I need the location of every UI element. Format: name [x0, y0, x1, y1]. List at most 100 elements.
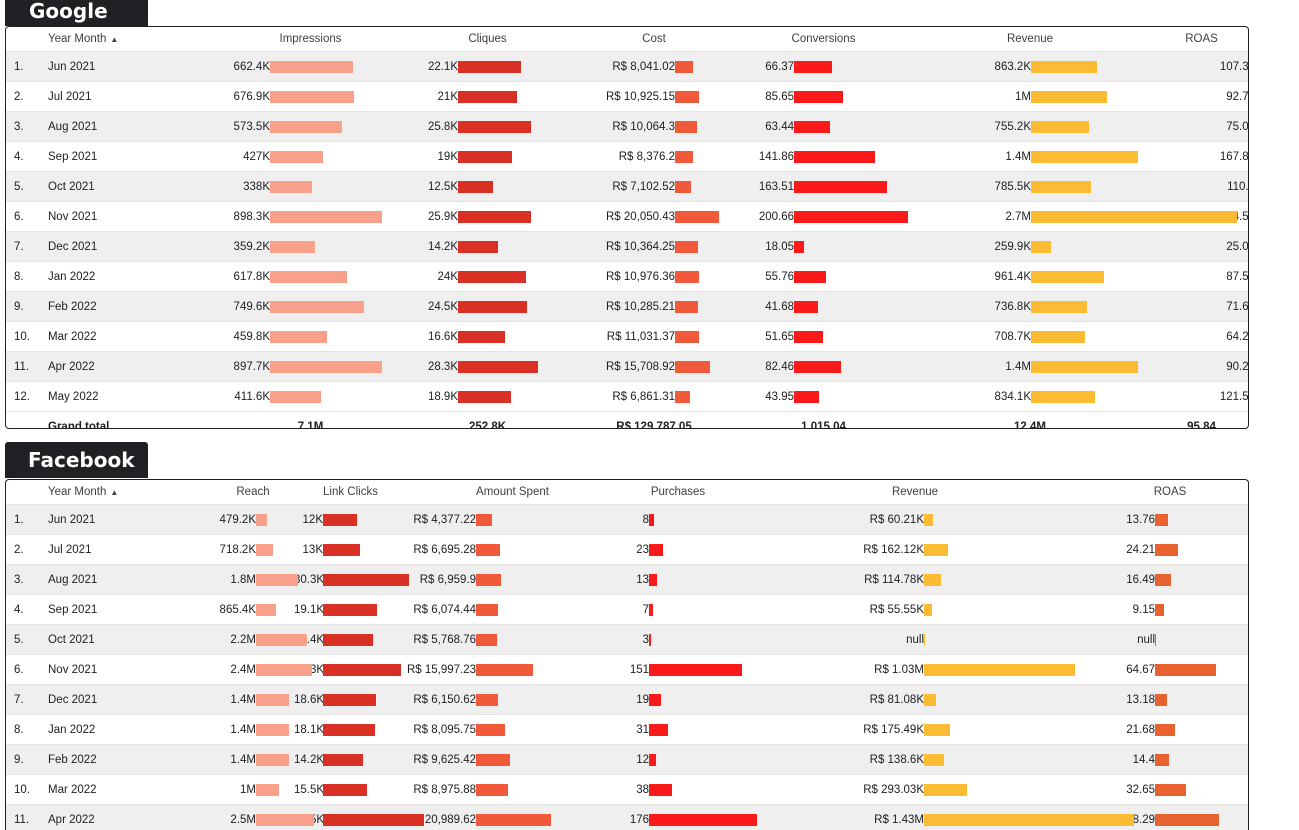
metric-cell: R$ 11,031.37: [566, 322, 742, 352]
metric-bar: [675, 331, 699, 343]
metric-cell: 338K: [212, 172, 409, 202]
bar-track: [794, 301, 905, 313]
header-cliques[interactable]: Cliques: [409, 27, 566, 52]
header-label: Amount Spent: [476, 486, 549, 498]
sort-ascending-icon[interactable]: ▲: [110, 35, 118, 44]
header-conversions[interactable]: Conversions: [742, 27, 905, 52]
metric-cell: 16.6K: [409, 322, 566, 352]
metric-bar: [256, 664, 312, 676]
metric-value: 38: [618, 784, 649, 796]
metric-value: R$ 6,861.31: [566, 391, 675, 403]
bar-track: [458, 271, 566, 283]
metric-value: R$ 10,285.21: [566, 301, 675, 313]
metric-bar: [458, 181, 493, 193]
bar-track: [458, 301, 566, 313]
sort-ascending-icon[interactable]: ▲: [110, 488, 118, 497]
header-revenue[interactable]: Revenue: [905, 27, 1155, 52]
metric-bar: [323, 724, 375, 736]
bar-track: [675, 271, 742, 283]
metric-cell: 163.51: [742, 172, 905, 202]
bar-track: [458, 331, 566, 343]
header-cost[interactable]: Cost: [566, 27, 742, 52]
metric-cell: R$ 10,285.21: [566, 292, 742, 322]
header-roas[interactable]: ROAS: [1155, 27, 1248, 52]
header-year-month[interactable]: Year Month▲: [42, 480, 212, 505]
bar-track: [924, 754, 1092, 766]
metric-cell: 21.68: [1092, 715, 1248, 745]
metric-value: 24K: [409, 271, 458, 283]
header-reach[interactable]: Reach: [212, 480, 294, 505]
row-year-month: Apr 2022: [42, 805, 212, 830]
metric-cell: 9.15: [1092, 595, 1248, 625]
metric-cell: 359.2K: [212, 232, 409, 262]
metric-bar: [270, 181, 312, 193]
bar-track: [649, 634, 738, 646]
metric-value: 151: [618, 664, 649, 676]
header-amount-spent[interactable]: Amount Spent: [407, 480, 618, 505]
bar-track: [1155, 814, 1248, 826]
metric-cell: 617.8K: [212, 262, 409, 292]
metric-cell: 834.1K: [905, 382, 1155, 412]
metric-value: R$ 8,975.88: [407, 784, 476, 796]
metric-bar: [323, 664, 401, 676]
header-roas[interactable]: ROAS: [1092, 480, 1248, 505]
bar-track: [794, 241, 905, 253]
bar-track: [1155, 784, 1248, 796]
page-scrollbar[interactable]: [1289, 0, 1299, 823]
metric-value: 25.9K: [409, 211, 458, 223]
metric-cell: 55.76: [742, 262, 905, 292]
bar-track: [924, 664, 1092, 676]
header-label: Year Month: [48, 33, 106, 45]
row-index: 10.: [6, 775, 42, 805]
header-revenue[interactable]: Revenue: [738, 480, 1092, 505]
metric-cell: R$ 6,074.44: [407, 595, 618, 625]
bar-track: [256, 724, 294, 736]
bar-track: [270, 121, 409, 133]
header-link-clicks[interactable]: Link Clicks: [294, 480, 407, 505]
bar-track: [323, 544, 407, 556]
bar-track: [256, 814, 294, 826]
header-year-month[interactable]: Year Month ▲: [42, 27, 212, 52]
metric-bar: [476, 514, 492, 526]
metric-value: R$ 11,031.37: [566, 331, 675, 343]
metric-value: 1.4M: [905, 151, 1031, 163]
metric-value: 1.4M: [212, 754, 256, 766]
metric-cell: R$ 8,095.75: [407, 715, 618, 745]
metric-value: R$ 9,625.42: [407, 754, 476, 766]
metric-bar: [476, 664, 533, 676]
header-impressions[interactable]: Impressions: [212, 27, 409, 52]
metric-value: 25.8K: [409, 121, 458, 133]
bar-track: [256, 574, 294, 586]
metric-cell: 24.21: [1092, 535, 1248, 565]
bar-track: [476, 814, 618, 826]
bar-track: [323, 514, 407, 526]
metric-bar: [649, 574, 657, 586]
header-purchases[interactable]: Purchases: [618, 480, 738, 505]
metric-cell: R$ 6,150.62: [407, 685, 618, 715]
metric-value: 176: [618, 814, 649, 826]
